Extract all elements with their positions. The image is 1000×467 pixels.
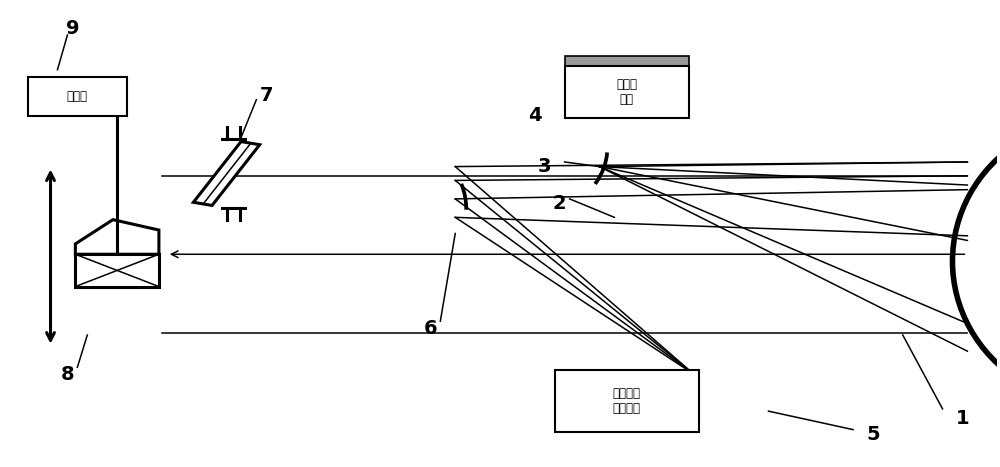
Text: 辐射源
模块: 辐射源 模块 bbox=[616, 78, 637, 106]
Text: 5: 5 bbox=[866, 425, 880, 444]
Text: 2: 2 bbox=[553, 194, 566, 213]
Bar bbox=[75, 254, 159, 287]
Text: 8: 8 bbox=[61, 365, 74, 384]
Text: 图像采集
处理模块: 图像采集 处理模块 bbox=[613, 387, 641, 415]
Bar bbox=[28, 77, 127, 116]
Text: 3: 3 bbox=[538, 157, 552, 176]
Text: 7: 7 bbox=[260, 85, 273, 105]
Text: 4: 4 bbox=[528, 106, 542, 125]
Bar bbox=[555, 369, 699, 432]
Bar bbox=[565, 56, 689, 66]
Polygon shape bbox=[193, 142, 260, 205]
Text: 经纬义: 经纬义 bbox=[67, 90, 88, 103]
Text: 9: 9 bbox=[66, 19, 79, 38]
Text: 1: 1 bbox=[956, 409, 969, 428]
Bar bbox=[565, 66, 689, 118]
Text: 6: 6 bbox=[424, 318, 437, 338]
